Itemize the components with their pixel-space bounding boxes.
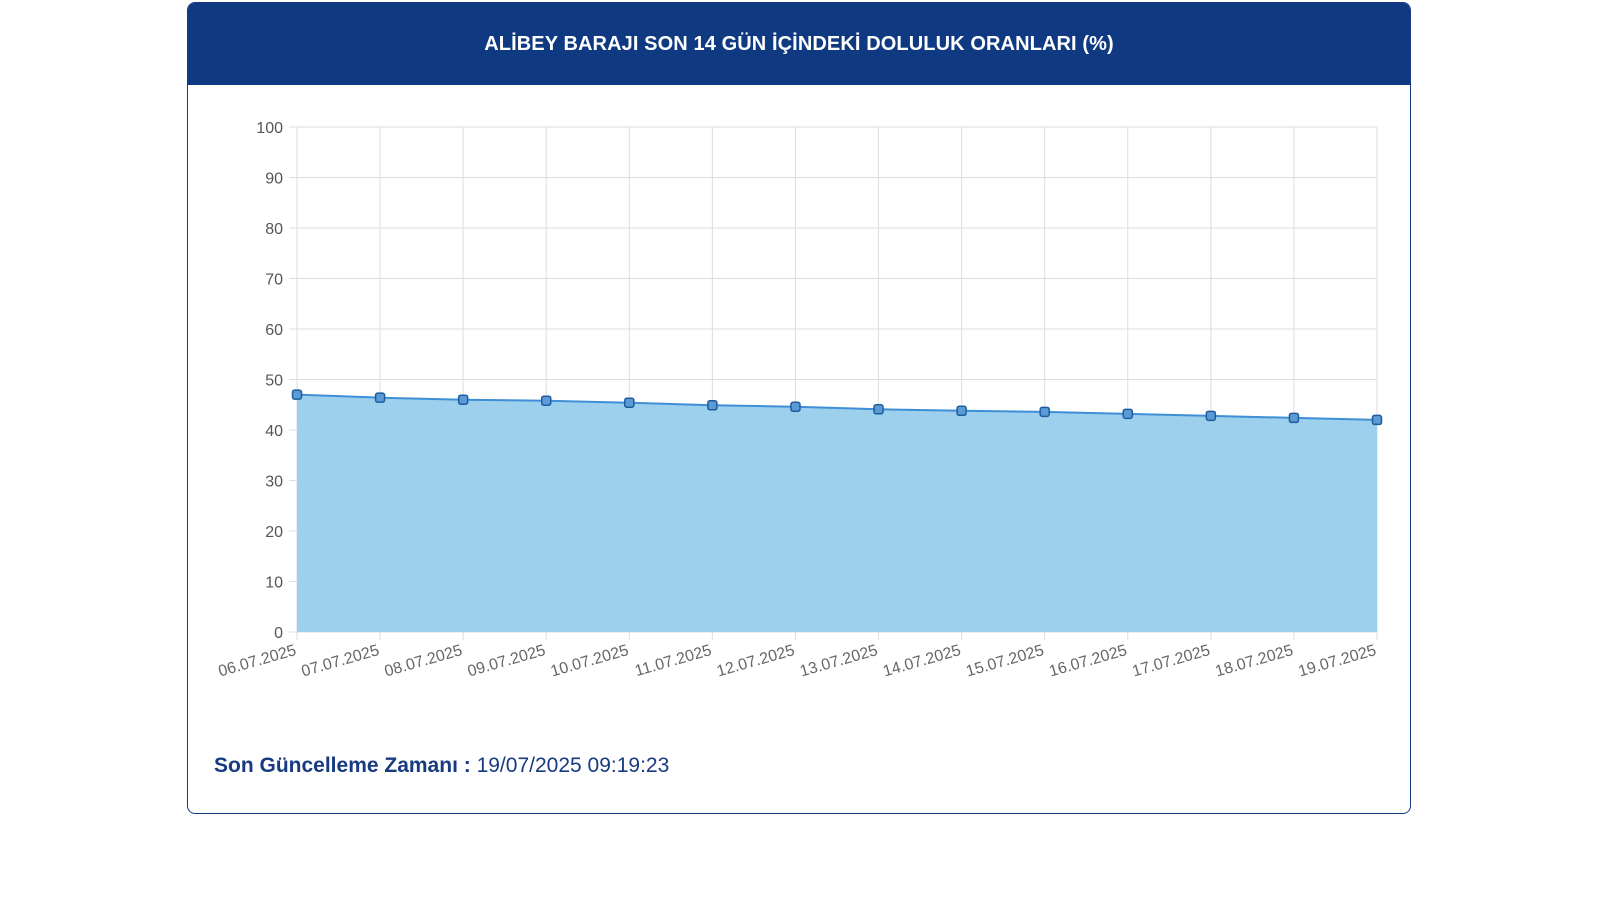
x-tick-label: 17.07.2025 bbox=[1130, 642, 1212, 680]
x-tick-label: 08.07.2025 bbox=[383, 642, 465, 680]
x-tick-label: 14.07.2025 bbox=[881, 642, 963, 680]
card-header: ALİBEY BARAJI SON 14 GÜN İÇİNDEKİ DOLULU… bbox=[188, 3, 1410, 85]
data-point[interactable] bbox=[1288, 412, 1300, 424]
data-point[interactable] bbox=[540, 395, 552, 406]
x-tick-label: 16.07.2025 bbox=[1047, 642, 1129, 680]
data-point[interactable] bbox=[374, 392, 386, 403]
y-tick-label: 80 bbox=[265, 221, 283, 238]
y-axis: 0 10 20 30 40 50 60 70 80 90 100 bbox=[256, 120, 283, 642]
y-tick-label: 40 bbox=[265, 423, 283, 440]
area-fill bbox=[297, 394, 1377, 632]
x-tick-label: 12.07.2025 bbox=[715, 642, 797, 680]
y-tick-label: 90 bbox=[265, 171, 283, 188]
x-tick-label: 19.07.2025 bbox=[1297, 642, 1379, 680]
chart-title: ALİBEY BARAJI SON 14 GÜN İÇİNDEKİ DOLULU… bbox=[484, 32, 1114, 55]
last-update-label: Son Güncelleme Zamanı : bbox=[214, 754, 471, 777]
data-point[interactable] bbox=[956, 405, 967, 417]
data-point[interactable] bbox=[790, 401, 801, 413]
y-tick-label: 20 bbox=[265, 524, 283, 541]
data-point[interactable] bbox=[873, 404, 884, 415]
area-series bbox=[296, 393, 1378, 632]
x-tick-label: 07.07.2025 bbox=[300, 642, 382, 680]
y-tick-label: 100 bbox=[256, 120, 283, 137]
x-tick-label: 18.07.2025 bbox=[1213, 642, 1295, 680]
data-point[interactable] bbox=[624, 397, 635, 408]
y-tick-label: 50 bbox=[265, 373, 283, 390]
x-tick-label: 09.07.2025 bbox=[466, 642, 548, 680]
x-tick-label: 11.07.2025 bbox=[633, 642, 714, 680]
data-point[interactable] bbox=[291, 389, 303, 400]
x-tick-label: 10.07.2025 bbox=[549, 642, 631, 680]
data-point[interactable] bbox=[1039, 406, 1050, 418]
y-tick-label: 60 bbox=[265, 322, 283, 339]
series-line bbox=[296, 393, 1378, 421]
y-tick-label: 0 bbox=[274, 625, 283, 642]
data-markers bbox=[291, 389, 1383, 426]
data-point[interactable] bbox=[707, 400, 718, 411]
data-point[interactable] bbox=[1205, 410, 1217, 422]
data-point[interactable] bbox=[1371, 414, 1383, 426]
x-axis: 06.07.2025 07.07.2025 08.07.2025 09.07.2025… bbox=[217, 642, 1379, 680]
y-tick-label: 10 bbox=[265, 575, 283, 592]
x-tick-label: 06.07.2025 bbox=[217, 642, 299, 680]
y-tick-label: 30 bbox=[265, 474, 283, 491]
data-point[interactable] bbox=[1122, 408, 1134, 420]
last-update-value: 19/07/2025 09:19:23 bbox=[476, 754, 670, 777]
data-point[interactable] bbox=[457, 394, 469, 405]
x-tick-label: 15.07.2025 bbox=[964, 642, 1046, 680]
y-tick-label: 70 bbox=[265, 272, 283, 289]
x-tick-label: 13.07.2025 bbox=[798, 642, 880, 680]
last-update: Son Güncelleme Zamanı : 19/07/2025 09:19… bbox=[214, 754, 669, 778]
